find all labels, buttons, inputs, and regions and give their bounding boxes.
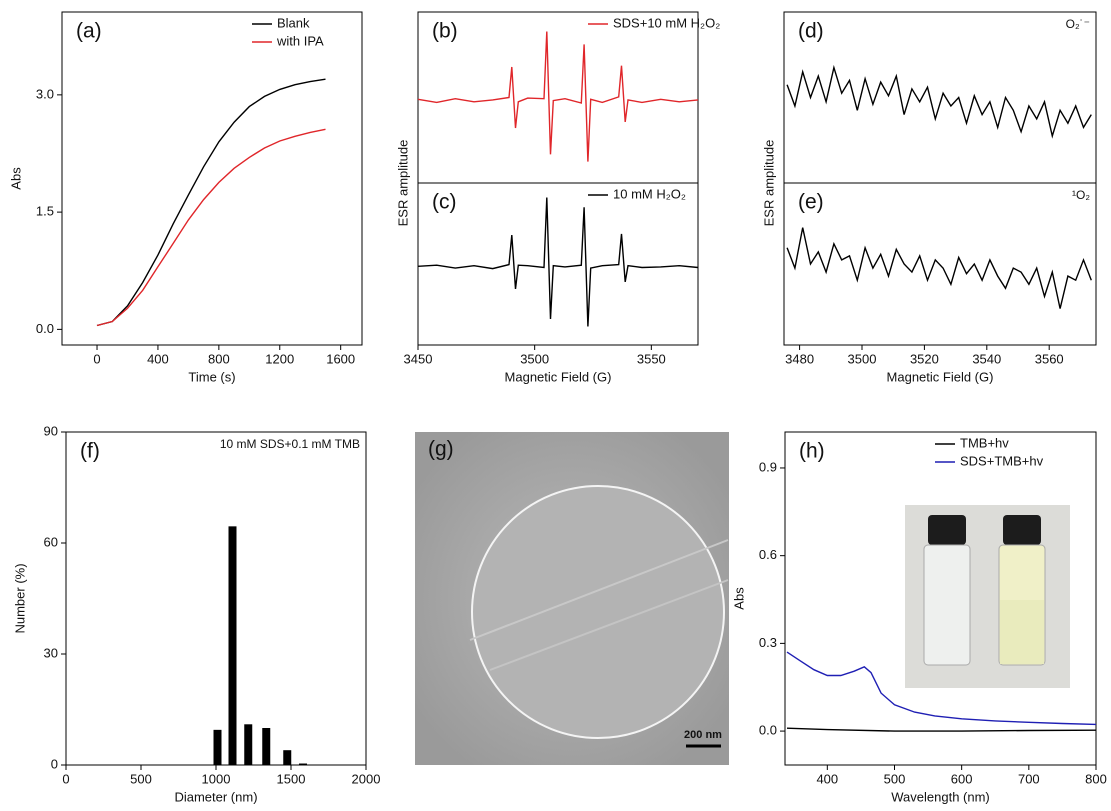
scale-bar-label: 200 nm [684,729,722,741]
x-tick-label: 0 [62,771,69,786]
x-axis-label: Magnetic Field (G) [887,369,994,384]
plot-frame [783,11,1097,184]
film-streak [469,539,729,641]
panel-label: (d) [798,20,824,43]
panel-label: (b) [432,20,458,43]
y-tick-label: 0.0 [36,321,54,336]
x-tick-label: 3520 [910,351,939,366]
y-tick-label: 30 [44,645,58,660]
bar [283,750,292,765]
x-axis-label: Magnetic Field (G) [505,369,612,384]
bar [213,729,222,765]
y-axis-label: Number (%) [12,563,27,633]
panel-label: (e) [798,191,824,214]
series-line [96,128,326,327]
panel-label: (g) [428,438,454,461]
bar [299,763,307,765]
y-axis-label: Abs [8,167,23,190]
series-line [786,651,1097,726]
panel-label: (f) [80,440,100,463]
vial-cap [1003,515,1041,545]
vesicle [471,485,725,739]
x-axis-label: Wavelength (nm) [891,789,990,804]
y-axis-label: Abs [731,587,746,610]
x-tick-label: 1000 [202,771,231,786]
series-line [417,31,699,162]
plot-frame [417,182,699,346]
tem-image: 200 nm (g) [415,432,729,765]
y-tick-label: 0.9 [759,459,777,474]
x-tick-label: 2000 [352,771,381,786]
legend-label: TMB+hv [960,435,1009,450]
annotation: ¹O₂ [1072,188,1090,202]
vial [923,544,971,666]
panel-label: (h) [799,440,825,463]
x-tick-label: 1200 [265,351,294,366]
x-axis-label: Time (s) [188,369,235,384]
series-line [786,727,1097,732]
annotation: O₂˙⁻ [1066,17,1090,31]
y-axis-label: ESR amplitude [761,140,776,227]
y-tick-label: 60 [44,534,58,549]
inset-photo [905,505,1070,688]
x-tick-label: 3500 [520,351,549,366]
legend-label: with IPA [276,33,324,48]
x-tick-label: 0 [93,351,100,366]
plot-frame [417,11,699,184]
series-line [786,227,1092,309]
plot-frame [784,431,1097,766]
y-tick-label: 90 [44,423,58,438]
plot-frame [61,11,363,346]
x-tick-label: 1500 [277,771,306,786]
x-tick-label: 700 [1018,771,1040,786]
x-tick-label: 400 [147,351,169,366]
y-axis-label: ESR amplitude [395,140,410,227]
x-tick-label: 1600 [326,351,355,366]
y-tick-label: 1.5 [36,204,54,219]
x-tick-label: 3450 [404,351,433,366]
bar [262,728,271,765]
legend-label: 10 mM H₂O₂ [613,186,686,201]
x-tick-label: 800 [1085,771,1107,786]
x-tick-label: 3560 [1035,351,1064,366]
x-tick-label: 3500 [848,351,877,366]
panel-label: (c) [432,191,457,214]
y-tick-label: 0.3 [759,635,777,650]
vial-liquid [1000,600,1044,664]
x-tick-label: 3540 [972,351,1001,366]
x-tick-label: 500 [130,771,152,786]
y-tick-label: 3.0 [36,86,54,101]
vial-cap [928,515,966,545]
panel-label: (a) [76,20,102,43]
x-axis-label: Diameter (nm) [174,789,257,804]
film-streak [489,579,729,671]
y-tick-label: 0.0 [759,723,777,738]
bar [244,724,253,765]
plot-frame [783,182,1097,346]
x-tick-label: 500 [884,771,906,786]
x-tick-label: 600 [951,771,973,786]
legend-label: Blank [277,15,310,30]
x-tick-label: 3480 [785,351,814,366]
y-tick-label: 0.6 [759,547,777,562]
y-tick-label: 0 [51,756,58,771]
legend-label: SDS+TMB+hv [960,453,1044,468]
series-line [417,197,699,327]
x-tick-label: 800 [208,351,230,366]
plot-frame [65,431,367,766]
series-line [96,78,326,327]
x-tick-label: 400 [816,771,838,786]
annotation: 10 mM SDS+0.1 mM TMB [220,437,360,451]
bar [228,526,237,765]
series-line [786,64,1092,139]
x-tick-label: 3550 [637,351,666,366]
legend-label: SDS+10 mM H₂O₂ [613,15,720,30]
